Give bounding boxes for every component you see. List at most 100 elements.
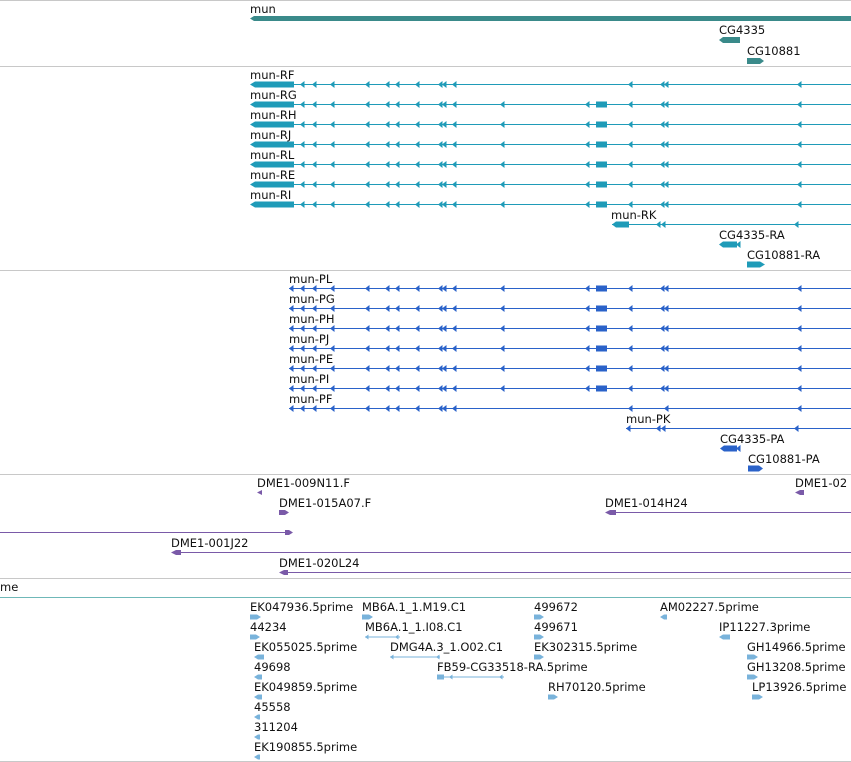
protein-glyphs[interactable]	[0, 0, 851, 474]
est-label[interactable]: LP13926.5prime	[752, 680, 847, 694]
est-label[interactable]: DMG4A.3_1.O02.C1	[390, 640, 504, 654]
exon-mark	[385, 141, 390, 148]
protein-row	[289, 345, 851, 352]
exon-mark	[289, 365, 294, 372]
gene-glyph-cg10881	[747, 58, 764, 64]
exon-mark	[365, 81, 370, 88]
bac-label[interactable]: DME1-014H24	[605, 496, 688, 510]
est-label[interactable]: EK190855.5prime	[254, 740, 358, 754]
protein-label[interactable]: CG10881-PA	[748, 452, 820, 466]
bac-glyph-020l24	[279, 570, 851, 575]
exon-mark	[312, 385, 317, 392]
est-label[interactable]: 311204	[254, 720, 298, 734]
est-label[interactable]: EK049859.5prime	[254, 680, 358, 694]
est-label[interactable]: GH13208.5prime	[747, 660, 846, 674]
exon-mark	[585, 201, 590, 208]
transcript-label[interactable]: mun-RK	[611, 208, 657, 222]
exon-mark	[797, 161, 802, 168]
protein-label[interactable]: mun-PE	[289, 352, 334, 366]
protein-label[interactable]: mun-PI	[289, 372, 330, 386]
exon-mark	[415, 101, 420, 108]
exon-mark	[442, 365, 447, 372]
first-exon	[250, 121, 294, 128]
exon-mark	[442, 345, 447, 352]
protein-cg10881-pa	[748, 465, 763, 472]
exon-mark	[365, 405, 370, 412]
transcript-label[interactable]: CG10881-RA	[747, 248, 821, 262]
bac-glyphs[interactable]	[0, 0, 851, 578]
transcript-label[interactable]: CG4335-RA	[719, 228, 785, 242]
exon-mark	[452, 405, 457, 412]
protein-label[interactable]: mun-PF	[289, 392, 333, 406]
first-exon	[250, 141, 294, 148]
est-label[interactable]: MB6A.1_1.I08.C1	[365, 620, 463, 634]
est-label[interactable]: AM02227.5prime	[660, 600, 759, 614]
est-label[interactable]: RH70120.5prime	[548, 680, 646, 694]
gene-label-cg4335[interactable]: CG4335	[719, 23, 766, 37]
gene-span-glyphs[interactable]	[0, 0, 851, 66]
exon-mark	[500, 161, 505, 168]
exon-block	[596, 161, 607, 168]
bac-label[interactable]: DME1-001J22	[171, 536, 249, 550]
transcript-label[interactable]: mun-RG	[250, 88, 297, 102]
transcript-label[interactable]: mun-RH	[250, 108, 297, 122]
exon-mark	[500, 345, 505, 352]
est-label[interactable]: EK047936.5prime	[250, 600, 354, 614]
track-separator	[0, 578, 851, 579]
protein-label[interactable]: mun-PH	[289, 312, 335, 326]
exon-mark	[415, 325, 420, 332]
exon-mark	[330, 305, 335, 312]
est-label[interactable]: MB6A.1_1.M19.C1	[362, 600, 467, 614]
exon-mark	[628, 305, 633, 312]
protein-label[interactable]: mun-PJ	[289, 332, 330, 346]
protein-label[interactable]: mun-PL	[289, 272, 333, 286]
exon-mark	[660, 385, 665, 392]
exon-mark	[395, 405, 400, 412]
exon-mark	[312, 181, 317, 188]
exon-mark	[300, 141, 305, 148]
est-label[interactable]: EK302315.5prime	[534, 640, 638, 654]
bac-label[interactable]: DME1-02	[795, 476, 848, 490]
exon-mark	[628, 201, 633, 208]
est-block	[534, 654, 544, 660]
transcript-label[interactable]: mun-RE	[250, 168, 296, 182]
exon-mark	[500, 121, 505, 128]
protein-label[interactable]: mun-PK	[626, 412, 671, 426]
bac-label[interactable]: DME1-015A07.F	[279, 496, 372, 510]
bac-label[interactable]: DME1-020L24	[279, 556, 360, 570]
exon-mark	[395, 201, 400, 208]
protein-label[interactable]: mun-PG	[289, 292, 335, 306]
exon-mark	[385, 101, 390, 108]
est-label[interactable]: EK055025.5prime	[254, 640, 358, 654]
est-label[interactable]: FB59-CG33518-RA.5prime	[437, 660, 588, 674]
exon-block	[596, 181, 607, 188]
est-label[interactable]: IP11227.3prime	[719, 620, 811, 634]
est-block	[250, 634, 260, 640]
exon-mark	[661, 425, 666, 432]
est-label[interactable]: GH14966.5prime	[747, 640, 846, 654]
transcript-glyphs[interactable]	[0, 0, 851, 270]
est-label[interactable]: 499672	[534, 600, 578, 614]
exon-mark	[415, 285, 420, 292]
protein-label[interactable]: CG4335-PA	[720, 432, 785, 446]
est-label[interactable]: 44234	[250, 620, 287, 634]
protein-row	[289, 305, 851, 312]
exon-mark	[660, 141, 665, 148]
exon-mark	[442, 385, 447, 392]
exon-mark	[585, 101, 590, 108]
transcript-label[interactable]: mun-RJ	[250, 128, 292, 142]
gene-label-cg10881[interactable]: CG10881	[747, 44, 801, 58]
est-label[interactable]: 49698	[254, 660, 291, 674]
exon-block	[596, 365, 607, 372]
est-label[interactable]: 45558	[254, 700, 291, 714]
bac-label[interactable]: DME1-009N11.F	[257, 476, 350, 490]
gene-label-mun[interactable]: mun	[250, 2, 276, 16]
transcript-label[interactable]: mun-RF	[250, 68, 295, 82]
transcript-label[interactable]: mun-RL	[250, 148, 295, 162]
exon-mark	[365, 345, 370, 352]
exon-mark	[442, 101, 447, 108]
est-label[interactable]: 499671	[534, 620, 578, 634]
transcript-label[interactable]: mun-RI	[250, 188, 292, 202]
exon-mark	[656, 221, 661, 228]
